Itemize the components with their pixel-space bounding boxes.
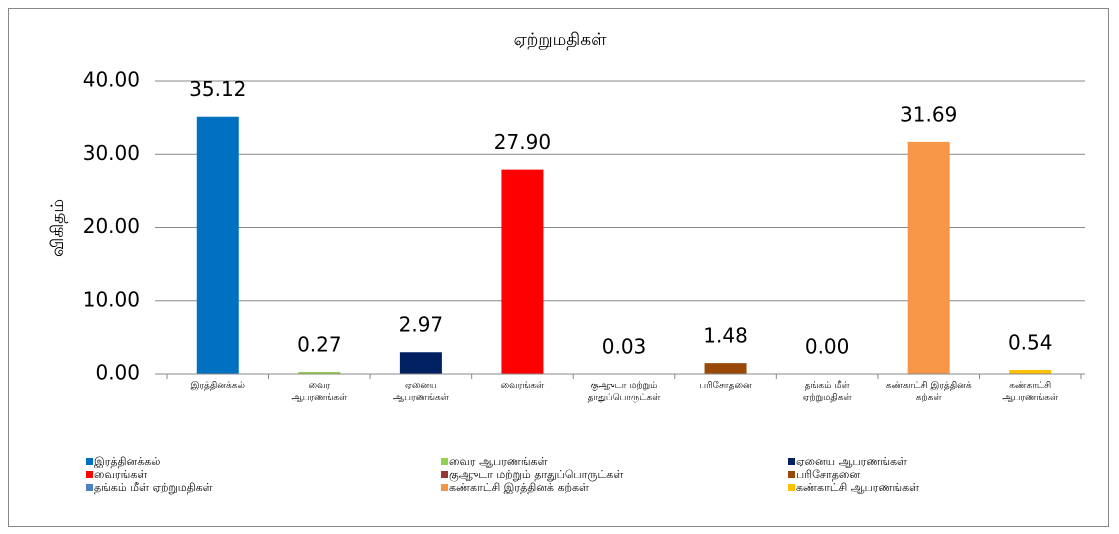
legend-label: ஏனைய ஆபரணங்கள் [796, 455, 907, 468]
x-tick-label: குஆுடா மற்றும் தாதுப்பொருட்கள் [588, 381, 662, 403]
data-label: 0.00 [805, 335, 850, 359]
y-tick-label: 20.00 [83, 214, 140, 238]
bar [501, 169, 544, 374]
bar [704, 363, 747, 374]
legend-label: தங்கம் மீள் ஏற்றுமதிகள் [94, 481, 213, 494]
x-tick-label: வைர ஆபரணங்கள் [291, 381, 348, 403]
data-label: 27.90 [494, 130, 551, 154]
legend-label: கண்காட்சி இரத்தினக் கற்கள் [449, 481, 589, 494]
x-tick-label: வைரங்கள் [501, 381, 545, 391]
legend-label: பரிசோதனை [796, 468, 860, 481]
legend-swatch [86, 484, 93, 491]
legend-swatch [441, 458, 448, 465]
legend-label: வைரங்கள் [94, 468, 147, 481]
legend-label: இரத்தினக்கல் [94, 455, 160, 468]
legend-swatch [441, 484, 448, 491]
data-label: 0.54 [1008, 331, 1053, 355]
x-tick-label: ஏனைய ஆபரணங்கள் [393, 381, 450, 403]
legend-swatch [788, 471, 795, 478]
data-label: 1.48 [703, 324, 748, 348]
x-tick-label: இரத்தினக்கல் [191, 381, 245, 391]
y-tick-label: 40.00 [83, 68, 140, 92]
legend-label: குஆுடா மற்றும் தாதுப்பொருட்கள் [449, 468, 623, 483]
bar [399, 352, 442, 374]
data-label: 0.03 [602, 334, 647, 358]
data-label: 2.97 [399, 313, 444, 337]
x-tick-label: கண்காட்சி இரத்தினக் கற்கள் [886, 381, 972, 403]
bar [298, 372, 341, 374]
bar [1009, 370, 1052, 374]
data-label: 31.69 [900, 102, 957, 126]
y-tick-label: 0.00 [95, 361, 140, 385]
x-tick-label: கண்காட்சி ஆபரணங்கள் [1002, 381, 1059, 403]
legend-swatch [86, 458, 93, 465]
legend-label: வைர ஆபரணங்கள் [449, 455, 548, 468]
legend-swatch [441, 471, 448, 478]
chart-title: ஏற்றுமதிகள் [514, 30, 607, 50]
x-tick-label: தங்கம் மீள் ஏற்றுமதிகள் [803, 381, 853, 403]
legend-swatch [86, 471, 93, 478]
x-tick-label: பரிசோதனை [699, 381, 752, 391]
y-axis-label: விகிதம் [48, 199, 68, 257]
legend-label: கண்காட்சி ஆபரணங்கள் [796, 481, 919, 494]
y-tick-label: 10.00 [83, 287, 140, 311]
bar [907, 141, 950, 374]
data-label: 35.12 [189, 77, 246, 101]
legend-swatch [788, 484, 795, 491]
data-label: 0.27 [297, 333, 342, 357]
y-tick-label: 30.00 [83, 141, 140, 165]
legend-swatch [788, 458, 795, 465]
bar [196, 116, 239, 374]
